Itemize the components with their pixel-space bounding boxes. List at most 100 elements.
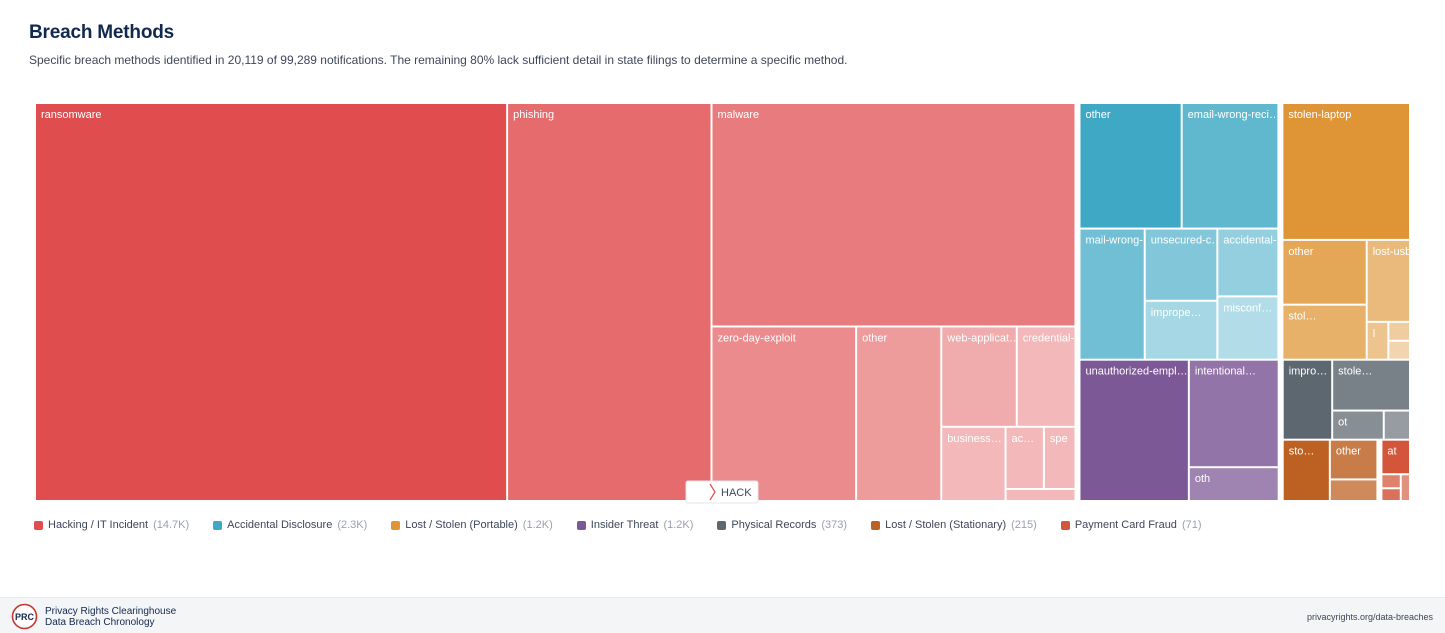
treemap-cell-sto[interactable] <box>1283 440 1329 500</box>
footer: PRC Privacy Rights Clearinghouse Data Br… <box>0 597 1445 633</box>
legend-count: (14.7K) <box>153 519 190 531</box>
treemap-cell-label: misconf… <box>1223 302 1272 314</box>
legend-swatch <box>1060 520 1070 530</box>
legend-swatch <box>34 520 43 530</box>
treemap-cell[interactable] <box>1401 475 1409 500</box>
treemap-cell-l[interactable] <box>1367 322 1388 359</box>
treemap-cell-stolen-laptop[interactable] <box>1283 104 1409 239</box>
treemap-cell-imprope[interactable] <box>1145 301 1217 359</box>
treemap-cell-other[interactable] <box>1330 440 1377 479</box>
chart-subtitle: Specific breach methods identified in 20… <box>29 53 848 67</box>
treemap-cell-label: credential-s… <box>1023 332 1091 344</box>
prc-logo-icon: PRC <box>11 603 38 630</box>
treemap-cell[interactable] <box>1330 480 1377 500</box>
treemap-cell-label: at <box>1387 446 1396 458</box>
category-tag[interactable]: HACK <box>685 480 759 504</box>
treemap-cell-email-wrong-reci[interactable] <box>1182 104 1278 228</box>
treemap-cell-credential-s[interactable] <box>1017 327 1075 426</box>
legend-label: Hacking / IT Incident <box>48 519 149 531</box>
treemap-cell-label: email-wrong-reci… <box>1188 109 1280 121</box>
legend-item-physical-records[interactable]: Physical Records (373) <box>717 519 847 531</box>
treemap-cell-oth[interactable] <box>1189 468 1278 500</box>
treemap-cell[interactable] <box>1006 489 1075 500</box>
treemap-cell[interactable] <box>1389 341 1409 359</box>
legend-item-lost-stolen-stationary[interactable]: Lost / Stolen (Stationary) (215) <box>871 519 1037 531</box>
treemap-cell-ransomware[interactable] <box>36 104 507 500</box>
treemap-cell-label: accidental-… <box>1223 235 1287 247</box>
treemap-cell-lost-usb[interactable] <box>1367 240 1409 321</box>
treemap-cell-spe[interactable] <box>1044 427 1075 488</box>
treemap-cell-label: lost-usb-… <box>1373 246 1426 258</box>
treemap-cell-ac[interactable] <box>1006 427 1043 488</box>
legend-item-hacking-it-incident[interactable]: Hacking / IT Incident (14.7K) <box>34 519 189 531</box>
category-group-physical-records[interactable]: impro… stole… ot <box>1283 360 1409 439</box>
legend-label: Payment Card Fraud <box>1074 519 1177 531</box>
category-tag-box <box>685 480 759 504</box>
treemap-cell-label: phishing <box>513 109 554 121</box>
legend-item-accidental-disclosure[interactable]: Accidental Disclosure (2.3K) <box>213 519 367 531</box>
treemap-cell-ot[interactable] <box>1333 411 1383 439</box>
treemap-cell-web-applicat[interactable] <box>942 327 1016 426</box>
treemap-cell-impro[interactable] <box>1283 360 1332 439</box>
legend-label: Physical Records <box>731 519 817 531</box>
treemap-cell[interactable] <box>1384 411 1409 439</box>
chart-title: Breach Methods <box>29 22 175 43</box>
treemap-cell-malware[interactable] <box>712 104 1075 326</box>
treemap-cell-at[interactable] <box>1382 440 1409 474</box>
treemap-cell-phishing[interactable] <box>508 104 711 500</box>
legend-count: (1.2K) <box>663 519 694 531</box>
legend-item-lost-stolen-portable[interactable]: Lost / Stolen (Portable) (1.2K) <box>391 519 553 531</box>
treemap-cell-label: business… <box>947 433 1001 445</box>
treemap-cell-label: impro… <box>1289 366 1328 378</box>
treemap-cell-label: other <box>1288 246 1313 258</box>
logo-text: PRC <box>15 612 35 622</box>
treemap-cell[interactable] <box>1382 475 1400 488</box>
category-group-lost-stolen-portable[interactable]: stolen-laptop other stol… lost-usb-… l <box>1283 104 1426 359</box>
footer-org-name: Privacy Rights Clearinghouse <box>45 606 177 617</box>
treemap-cell-business[interactable] <box>942 427 1005 500</box>
treemap-cell-accidental[interactable] <box>1218 229 1278 296</box>
treemap-cell-label: other <box>862 332 887 344</box>
category-group-hacking-it-incident[interactable]: ransomware phishing malware zero-day-exploi… <box>36 104 1091 500</box>
legend-count: (2.3K) <box>337 519 368 531</box>
treemap-cell[interactable] <box>1389 322 1409 340</box>
legend-count: (71) <box>1181 519 1202 531</box>
treemap-cell[interactable] <box>1382 489 1400 500</box>
legend-swatch <box>213 520 223 530</box>
category-group-insider-threat[interactable]: unauthorized-empl… intentional… oth <box>1080 360 1278 500</box>
treemap-cell-stol[interactable] <box>1283 305 1366 359</box>
footer-org: Privacy Rights Clearinghouse Data Breach… <box>45 606 176 628</box>
treemap-cell-mail-wrong[interactable] <box>1080 229 1144 359</box>
treemap-cell-label: stol… <box>1288 311 1316 323</box>
treemap-cell-other[interactable] <box>1283 240 1366 304</box>
treemap-cell-label: oth <box>1195 473 1210 485</box>
legend-swatch <box>717 520 727 530</box>
treemap-cell-label: stole… <box>1338 366 1372 378</box>
treemap-cell-unsecured-c[interactable] <box>1145 229 1217 300</box>
treemap-cell-stole[interactable] <box>1333 360 1409 410</box>
legend-item-insider-threat[interactable]: Insider Threat (1.2K) <box>576 519 694 531</box>
treemap-cell-intentional[interactable] <box>1189 360 1278 467</box>
treemap-cell-misconf[interactable] <box>1218 297 1278 359</box>
legend-item-payment-card-fraud[interactable]: Payment Card Fraud (71) <box>1060 519 1202 531</box>
legend-swatch <box>576 520 586 530</box>
treemap-cell-label: unauthorized-empl… <box>1085 366 1187 378</box>
category-group-payment-card-fraud[interactable]: at <box>1382 440 1409 500</box>
legend-label: Lost / Stolen (Portable) <box>405 519 518 531</box>
treemap-cell-zero-day-exploit[interactable] <box>712 327 856 500</box>
category-group-lost-stolen-stationary[interactable]: sto… other <box>1283 440 1377 500</box>
treemap-cell-label: ac… <box>1012 433 1035 445</box>
treemap-cell-label: other <box>1336 446 1361 458</box>
treemap-cell-label: other <box>1085 109 1110 121</box>
treemap-cell-unauthorized-empl[interactable] <box>1080 360 1188 500</box>
footer-url[interactable]: privacyrights.org/data-breaches <box>1306 612 1433 622</box>
treemap-cell-other[interactable] <box>857 327 941 500</box>
legend-count: (215) <box>1011 519 1037 531</box>
category-group-accidental-disclosure[interactable]: other email-wrong-reci… mail-wrong-…unsecu… <box>1080 104 1288 359</box>
legend-swatch <box>871 520 881 530</box>
treemap-cell-label: l <box>1373 328 1375 340</box>
treemap-cell-other[interactable] <box>1080 104 1181 228</box>
legend-count: (373) <box>821 519 848 531</box>
treemap-cell-label: unsecured-c… <box>1151 235 1223 247</box>
